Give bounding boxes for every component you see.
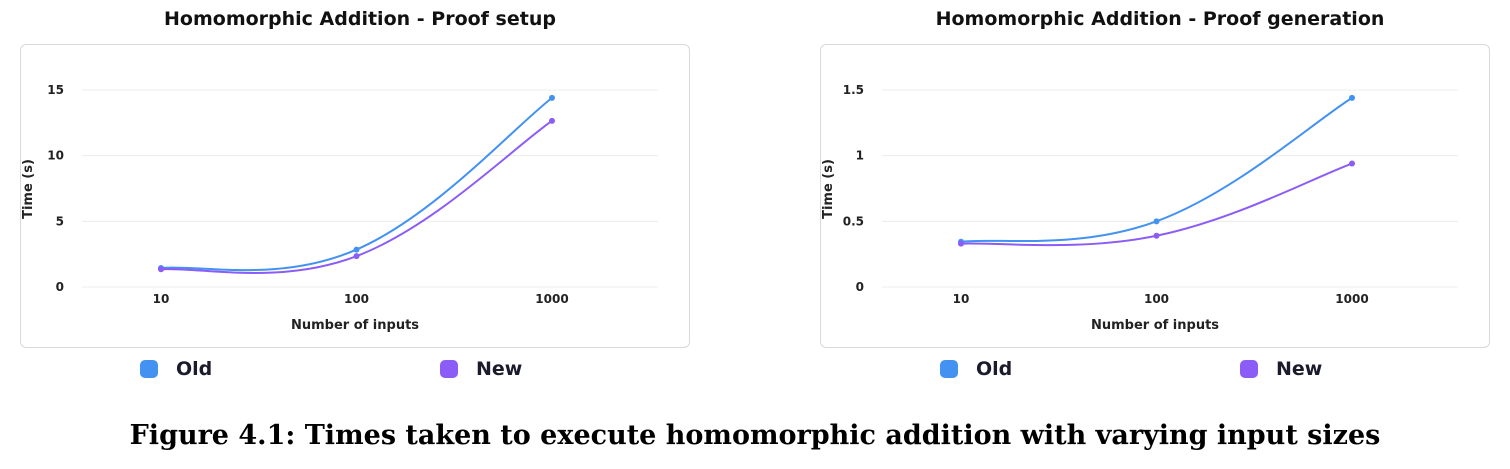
x-tick-label: 100 — [1144, 292, 1169, 306]
y-tick-label: 1 — [856, 149, 864, 163]
chart-panel-proof-generation: Homomorphic Addition - Proof generation … — [810, 0, 1510, 400]
x-tick-label: 1000 — [535, 292, 568, 306]
chart-plot-proof-setup: 0 5 10 15 10 100 1000 Number of inputs Time (s) — [21, 83, 658, 333]
data-point-old — [549, 94, 555, 101]
legend-swatch-new — [440, 360, 458, 378]
legend-item-new: New — [440, 356, 522, 382]
data-point-new — [549, 117, 555, 124]
chart-title: Homomorphic Addition - Proof generation — [935, 8, 1385, 30]
legend-item-old: Old — [940, 356, 1012, 382]
data-point-old — [1153, 218, 1160, 225]
legend-swatch-old — [940, 360, 958, 378]
legend-label-new: New — [1276, 358, 1323, 380]
legend-swatch-old — [140, 360, 158, 378]
legend-item-old: Old — [140, 356, 212, 382]
y-axis-label: Time (s) — [21, 159, 36, 219]
y-tick-label: 0 — [856, 280, 864, 294]
x-tick-label: 10 — [953, 292, 970, 306]
x-axis-label: Number of inputs — [291, 318, 419, 333]
figure-caption: Figure 4.1: Times taken to execute homom… — [129, 420, 1381, 451]
y-tick-label: 1.5 — [843, 83, 864, 97]
legend-item-new: New — [1240, 356, 1322, 382]
chart-card — [820, 44, 1490, 348]
chart-title: Homomorphic Addition - Proof setup — [164, 8, 556, 30]
x-tick-label: 100 — [344, 292, 369, 306]
data-point-new — [958, 240, 964, 247]
data-point-new — [353, 253, 360, 260]
data-point-old — [353, 246, 360, 253]
x-axis-label: Number of inputs — [1091, 318, 1219, 333]
y-tick-label: 15 — [47, 83, 64, 97]
legend-label-old: Old — [176, 358, 213, 380]
data-point-new — [158, 266, 164, 273]
data-point-old — [1349, 94, 1355, 101]
data-point-new — [1153, 232, 1160, 239]
y-tick-label: 0 — [56, 280, 64, 294]
chart-card — [20, 44, 690, 348]
y-axis-label: Time (s) — [821, 159, 836, 219]
legend-swatch-new — [1240, 360, 1258, 378]
legend-label-new: New — [476, 358, 523, 380]
y-tick-label: 5 — [56, 214, 64, 228]
y-tick-label: 10 — [47, 149, 64, 163]
chart-panel-proof-setup: Homomorphic Addition - Proof setup 0 5 10 1… — [10, 0, 710, 400]
y-tick-label: 0.5 — [843, 214, 864, 228]
x-tick-label: 10 — [153, 292, 170, 306]
data-point-new — [1349, 160, 1355, 167]
chart-plot-proof-generation: 0 0.5 1 1.5 10 100 1000 Number of inputs Time (s… — [821, 83, 1458, 333]
x-tick-label: 1000 — [1335, 292, 1368, 306]
legend-label-old: Old — [976, 358, 1013, 380]
series-line-old — [160, 97, 553, 272]
